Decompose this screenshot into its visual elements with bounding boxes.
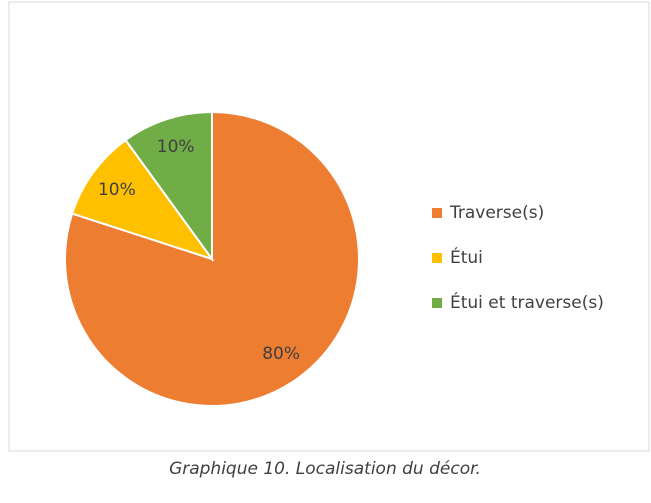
legend-swatch — [432, 298, 442, 308]
legend-label: Étui et traverse(s) — [450, 291, 604, 313]
caption: Graphique 10. Localisation du décor. — [169, 459, 481, 479]
data-label: 10% — [98, 180, 136, 200]
pie-slice — [70, 138, 215, 261]
data-label: 10% — [157, 137, 195, 157]
legend-swatch — [432, 253, 442, 263]
data-label: 80% — [262, 344, 300, 364]
pie-slice — [124, 110, 213, 263]
legend-swatch — [432, 208, 442, 218]
legend-label: Étui — [450, 246, 483, 268]
legend-label: Traverse(s) — [449, 203, 544, 223]
